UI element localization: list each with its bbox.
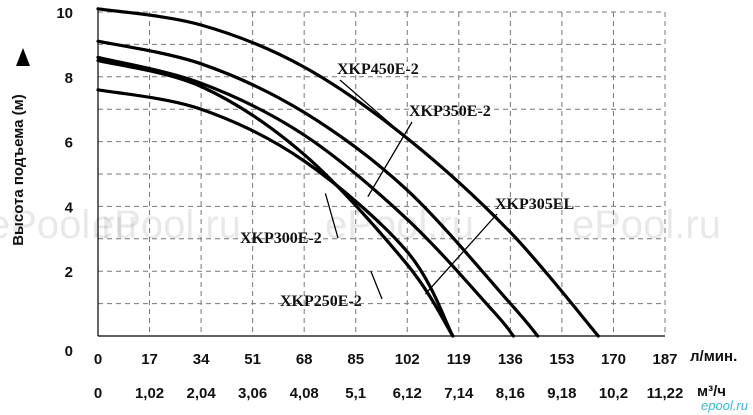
series-label-xkp305el: XKP305EL — [495, 196, 574, 213]
x-tick-label-secondary: 4,08 — [290, 385, 319, 402]
x-tick-label-secondary: 9,18 — [547, 385, 576, 402]
x-tick-label-secondary: 8,16 — [496, 385, 525, 402]
y-tick-label: 6 — [65, 135, 73, 152]
y-tick-label: 4 — [65, 199, 74, 216]
watermark-text: ePool.ru — [92, 203, 241, 247]
y-tick-label: 10 — [56, 5, 73, 22]
watermark-text: ePool.ru — [0, 203, 137, 247]
x-unit-secondary: м³/ч — [697, 383, 726, 400]
watermark-text: ePool.ru — [572, 203, 721, 247]
series-label-xkp250e-2: XKP250E-2 — [280, 293, 362, 310]
series-label-leader — [324, 193, 339, 239]
x-tick-label-primary: 119 — [447, 351, 471, 368]
series-line-xkp250e-2 — [96, 88, 455, 338]
series-lines — [96, 7, 600, 338]
x-tick-label-secondary: 11,22 — [647, 385, 684, 402]
x-tick-label-primary: 34 — [193, 351, 210, 368]
series-label-xkp350e-2: XKP350E-2 — [409, 103, 491, 120]
watermark-text: ePool.ru — [325, 203, 474, 247]
y-tick-label: 2 — [65, 264, 73, 281]
x-tick-label-secondary: 5,1 — [345, 385, 366, 402]
x-tick-label-primary: 51 — [244, 351, 261, 368]
series-labels: XKP450E-2 XKP350E-2 XKP305EL XKP300E-2 XKP25… — [240, 61, 574, 310]
series-label-leader — [339, 79, 408, 139]
x-tick-label-primary: 102 — [395, 351, 420, 368]
x-tick-label-primary: 170 — [601, 351, 626, 368]
x-tick-label-secondary: 6,12 — [393, 385, 422, 402]
x-unit-primary: л/мин. — [690, 348, 737, 365]
x-tick-label-secondary: 7,14 — [444, 385, 474, 402]
series-label-xkp300e-2: XKP300E-2 — [240, 230, 322, 247]
x-tick-label-primary: 153 — [549, 351, 574, 368]
x-tick-label-secondary: 2,04 — [186, 385, 216, 402]
series-line-xkp300e-2 — [96, 59, 455, 338]
x-tick-label-secondary: 3,06 — [238, 385, 267, 402]
y-tick-label: 0 — [65, 343, 73, 360]
series-label-leader — [367, 121, 413, 198]
x-tick-label-primary: 0 — [94, 351, 102, 368]
series-label-leader — [424, 213, 498, 295]
y-axis-arrow-icon — [16, 48, 30, 66]
grid — [98, 11, 666, 336]
series-line-xkp350e-2 — [96, 39, 540, 338]
x-tick-label-primary: 17 — [141, 351, 158, 368]
x-tick-label-primary: 136 — [498, 351, 523, 368]
x-tick-label-primary: 85 — [347, 351, 364, 368]
y-axis-label: Высота подъема (м) — [10, 94, 27, 246]
x-tick-label-secondary: 1,02 — [135, 385, 164, 402]
x-tick-label-secondary: 10,2 — [599, 385, 628, 402]
series-label-leader — [370, 270, 383, 300]
series-line-xkp305el — [96, 55, 515, 338]
axes — [97, 10, 665, 337]
x-tick-label-secondary: 0 — [94, 385, 102, 402]
x-tick-label-primary: 68 — [296, 351, 313, 368]
series-line-xkp450e-2 — [96, 7, 600, 338]
x-tick-label-primary: 187 — [652, 351, 677, 368]
site-logo-text: epool.ru — [701, 398, 748, 413]
series-label-xkp450e-2: XKP450E-2 — [337, 61, 419, 78]
y-tick-label: 8 — [65, 70, 73, 87]
